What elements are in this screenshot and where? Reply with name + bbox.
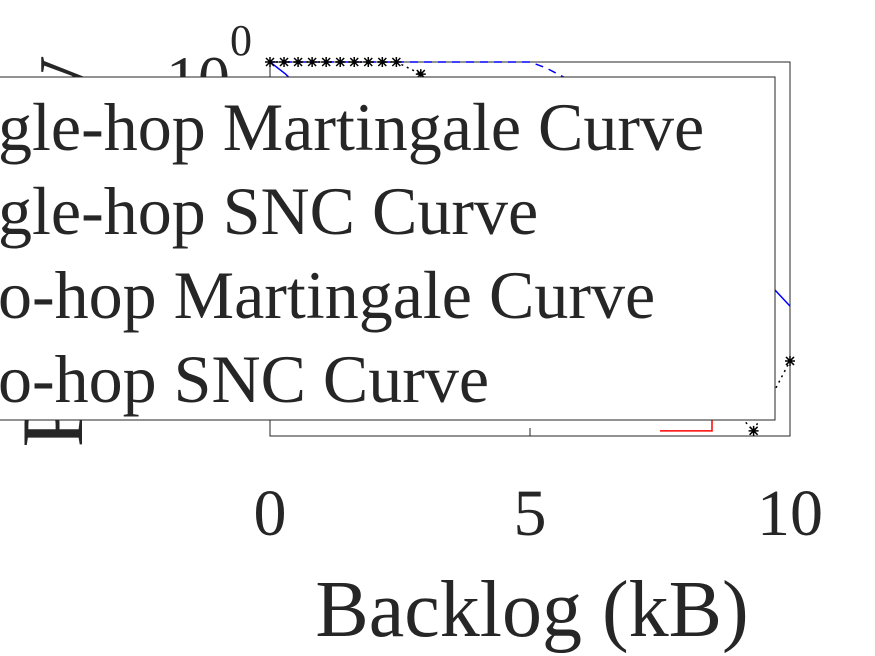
star-marker bbox=[265, 57, 275, 67]
star-marker bbox=[391, 57, 402, 67]
legend-label: gle-hop Martingale Curve bbox=[0, 89, 704, 165]
x-tick-label: 10 bbox=[757, 477, 823, 550]
legend-label: o-hop SNC Curve bbox=[0, 341, 489, 417]
legend-label: o-hop Martingale Curve bbox=[0, 257, 655, 333]
star-marker bbox=[335, 57, 346, 67]
star-marker bbox=[307, 57, 318, 67]
star-marker bbox=[321, 57, 332, 67]
star-marker bbox=[785, 355, 795, 366]
x-axis-label: Backlog (kB) bbox=[315, 566, 748, 654]
star-marker bbox=[415, 69, 426, 80]
star-marker bbox=[279, 57, 290, 67]
star-marker bbox=[293, 57, 304, 67]
star-marker bbox=[748, 425, 759, 436]
x-tick-label: 0 bbox=[254, 477, 287, 550]
legend-box bbox=[0, 76, 776, 421]
legend-label: gle-hop SNC Curve bbox=[0, 173, 538, 249]
x-tick-label: 5 bbox=[514, 477, 547, 550]
star-marker bbox=[349, 57, 360, 67]
star-marker bbox=[363, 57, 374, 67]
star-marker bbox=[377, 57, 388, 67]
